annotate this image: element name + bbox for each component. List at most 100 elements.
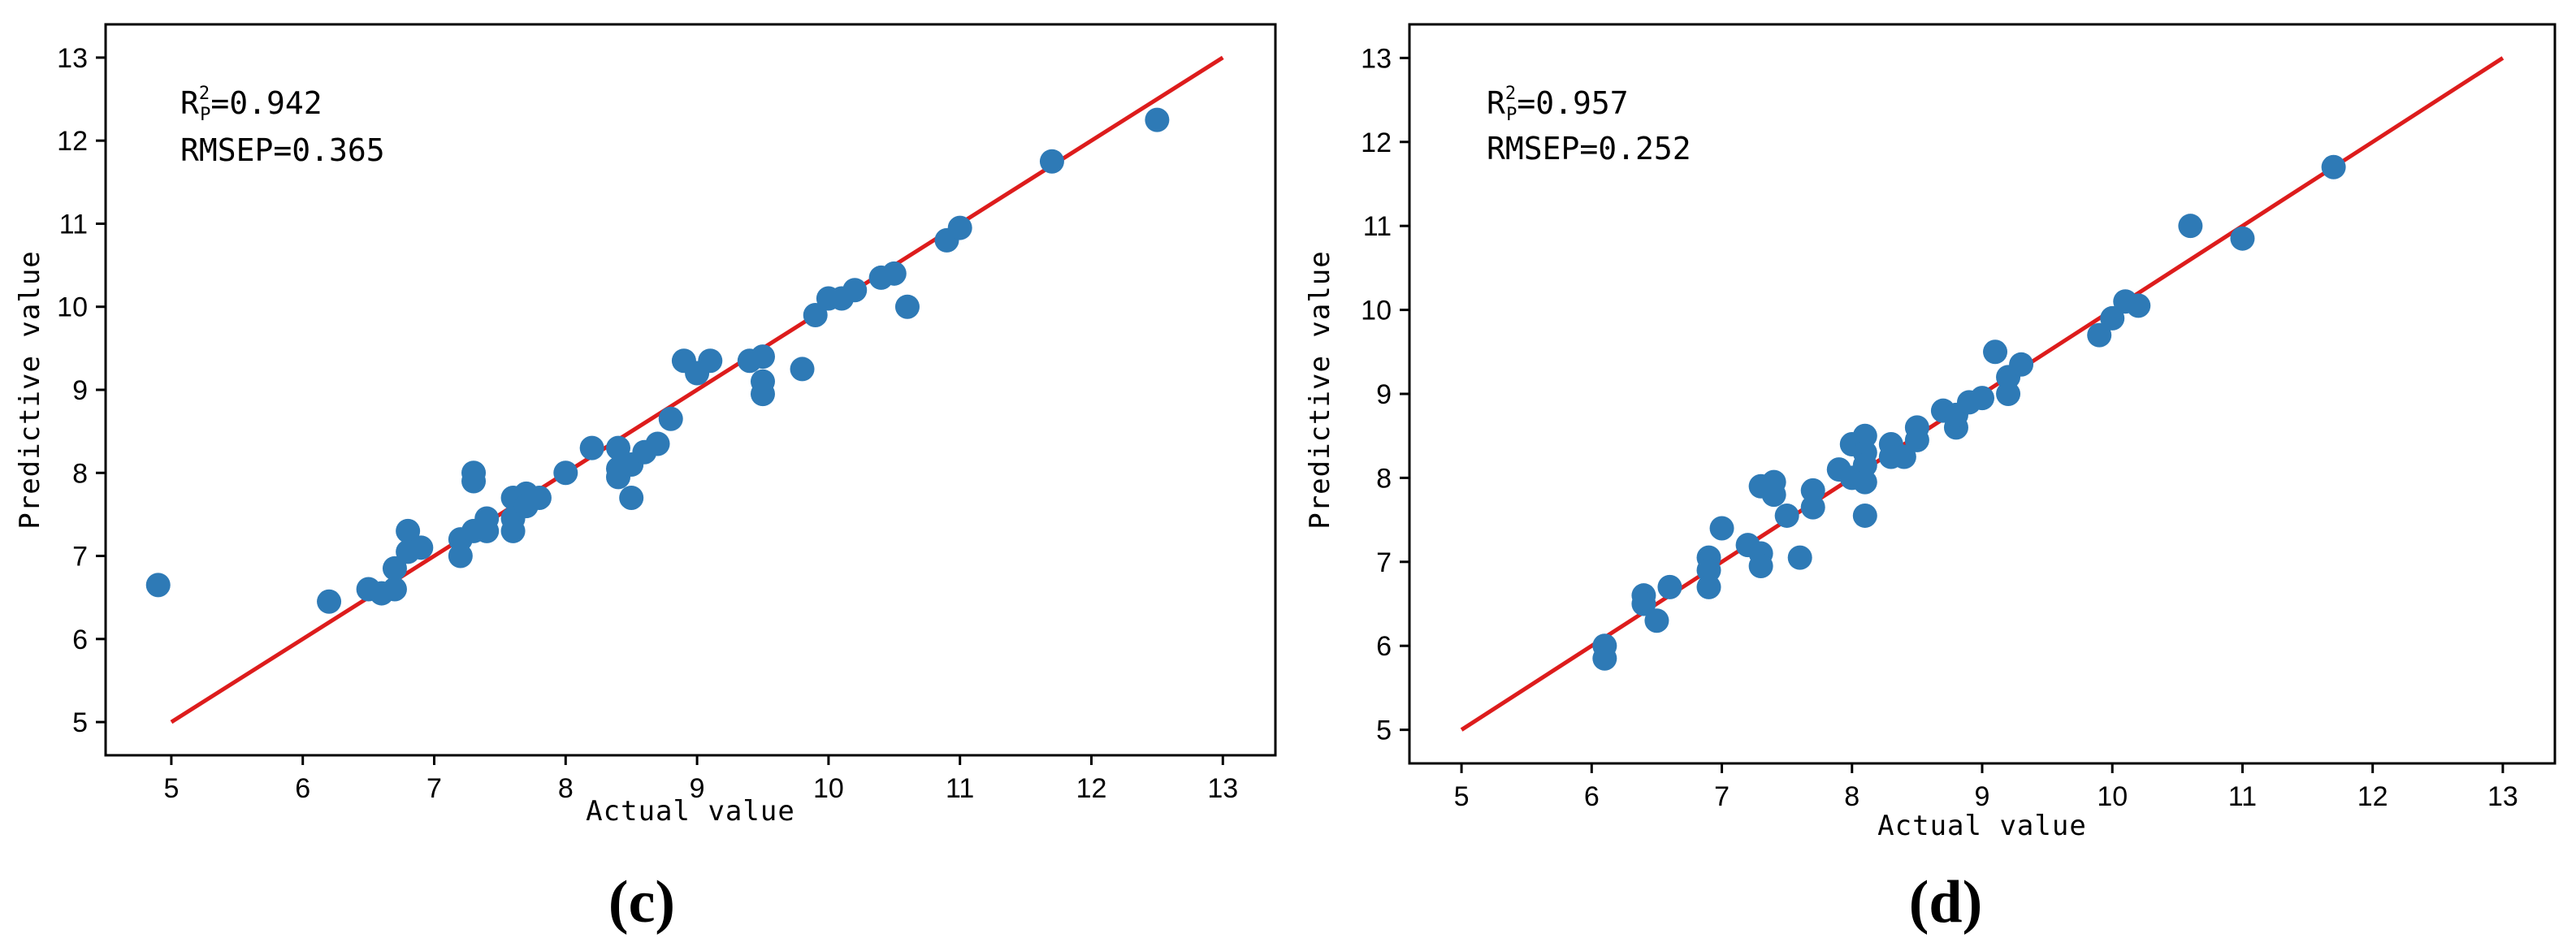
x-tick-label-c-9: 9 [690, 773, 705, 804]
scatter-point-d-1 [1592, 646, 1617, 671]
scatter-point-d-47 [2230, 226, 2255, 251]
scatter-point-c-24 [606, 435, 631, 460]
scatter-point-c-5 [382, 577, 407, 602]
scatter-point-d-5 [1657, 574, 1682, 599]
panel-label-c: (c) [608, 869, 675, 936]
x-tick-label-c-11: 11 [946, 773, 974, 804]
scatter-point-c-21 [526, 485, 552, 510]
x-tick-label-d-7: 7 [1714, 781, 1730, 812]
scatter-point-c-34 [698, 348, 723, 374]
y-tick-label-d-9: 9 [1376, 379, 1392, 410]
scatter-point-d-46 [2178, 214, 2203, 239]
scatter-point-d-37 [1970, 386, 1994, 411]
scatter-point-d-38 [1983, 339, 2008, 365]
scatter-point-d-16 [1774, 503, 1799, 528]
x-tick-label-c-8: 8 [558, 773, 574, 804]
scatter-point-c-8 [409, 535, 434, 560]
y-tick-label-d-12: 12 [1361, 128, 1392, 158]
scatter-point-c-39 [790, 357, 815, 382]
scatter-point-c-49 [1039, 149, 1064, 174]
y-tick-label-c-8: 8 [72, 458, 88, 489]
scatter-point-c-18 [500, 518, 526, 543]
scatter-point-d-45 [2126, 293, 2151, 318]
x-tick-label-d-11: 11 [2228, 781, 2257, 812]
scatter-points-c [145, 107, 1170, 614]
r2-label-d: R2 P=0.957 [1487, 84, 1629, 125]
y-tick-label-c-11: 11 [59, 209, 88, 240]
x-tick-label-d-10: 10 [2097, 781, 2128, 812]
scatter-point-d-4 [1644, 608, 1669, 633]
scatter-point-c-48 [947, 215, 972, 240]
scatter-point-c-1 [317, 589, 342, 614]
scatter-point-c-38 [750, 382, 775, 407]
y-tick-label-c-9: 9 [72, 375, 88, 406]
x-tick-label-c-5: 5 [163, 773, 179, 804]
scatter-point-c-50 [1145, 107, 1170, 132]
y-tick-label-d-8: 8 [1376, 463, 1392, 494]
rmsep-label-d: RMSEP=0.252 [1487, 131, 1691, 166]
rmsep-label-c: RMSEP=0.365 [180, 132, 385, 168]
y-tick-label-c-10: 10 [57, 292, 88, 323]
panel-c: 5 6 7 8 9 10 11 12 13 5 6 7 8 9 10 11 12 13 R2 P=0.942 RMS… [14, 23, 1277, 936]
scatter-point-d-7 [1696, 558, 1721, 583]
scatter-point-c-46 [894, 294, 920, 319]
y-tick-label-c-12: 12 [57, 126, 88, 157]
scatter-point-c-43 [842, 278, 868, 303]
scatter-point-d-15 [1761, 482, 1786, 508]
scatter-point-c-28 [619, 485, 644, 510]
scatter-point-d-19 [1800, 495, 1825, 520]
scatter-point-c-4 [382, 555, 407, 581]
x-tick-label-c-7: 7 [426, 773, 442, 804]
scatter-point-d-40 [1996, 382, 2021, 406]
scatter-point-c-30 [645, 431, 670, 456]
y-tick-label-d-7: 7 [1376, 547, 1392, 578]
scatter-point-c-45 [881, 261, 907, 286]
ticks-d: 5 6 7 8 9 10 11 12 13 5 6 7 8 9 10 11 12 13 [1361, 43, 2518, 812]
x-tick-label-d-13: 13 [2487, 781, 2518, 812]
y-tick-label-c-6: 6 [72, 625, 88, 655]
y-tick-label-d-10: 10 [1361, 296, 1392, 326]
x-axis-label-d: Actual value [1877, 810, 2087, 842]
scatter-point-d-8 [1696, 574, 1721, 599]
scatter-point-c-31 [658, 406, 683, 431]
scatter-point-d-17 [1787, 545, 1812, 570]
scatter-point-d-3 [1631, 591, 1656, 616]
ticks-c: 5 6 7 8 9 10 11 12 13 5 6 7 8 9 10 11 12 13 [57, 43, 1238, 804]
scatter-point-c-15 [474, 518, 500, 543]
x-axis-label-c: Actual value [586, 795, 795, 828]
y-axis-label-d: Predictive value [1304, 250, 1336, 530]
scatter-point-d-26 [1852, 469, 1877, 495]
y-tick-label-d-13: 13 [1361, 43, 1392, 74]
scatter-point-d-12 [1748, 553, 1773, 578]
scatter-point-d-9 [1709, 516, 1734, 541]
scatter-point-c-12 [461, 469, 487, 494]
scatter-point-d-27 [1852, 503, 1877, 528]
y-tick-label-c-7: 7 [72, 542, 88, 573]
scatter-point-c-36 [750, 344, 775, 370]
scatter-point-c-0 [145, 573, 171, 598]
y-tick-label-d-11: 11 [1363, 211, 1392, 242]
scatter-point-d-18 [1800, 478, 1825, 503]
y-tick-label-c-5: 5 [72, 707, 88, 738]
scatter-point-c-22 [553, 460, 578, 486]
y-tick-label-c-13: 13 [57, 43, 88, 74]
panel-d: 5 6 7 8 9 10 11 12 13 5 6 7 8 9 10 11 12 13 R2 P=0.957 RMS… [1304, 23, 2557, 936]
scatter-point-c-23 [579, 435, 604, 460]
x-tick-label-c-10: 10 [813, 773, 844, 804]
x-tick-label-c-13: 13 [1207, 773, 1238, 804]
scatter-point-d-30 [1891, 444, 1916, 469]
scatter-point-c-7 [396, 518, 421, 543]
x-tick-label-d-8: 8 [1844, 781, 1859, 812]
scatter-point-d-25 [1852, 452, 1877, 478]
scatter-point-d-23 [1852, 423, 1877, 448]
r2-label-c: R2 P=0.942 [180, 84, 323, 125]
scatter-point-c-40 [803, 302, 828, 327]
y-axis-label-c: Predictive value [14, 250, 46, 530]
x-tick-label-d-6: 6 [1584, 781, 1600, 812]
y-tick-label-d-5: 5 [1376, 715, 1392, 746]
scatter-point-d-42 [2087, 322, 2112, 348]
scatter-points-d [1592, 154, 2346, 671]
scatter-point-d-48 [2321, 154, 2346, 179]
y-tick-label-d-6: 6 [1376, 631, 1392, 662]
